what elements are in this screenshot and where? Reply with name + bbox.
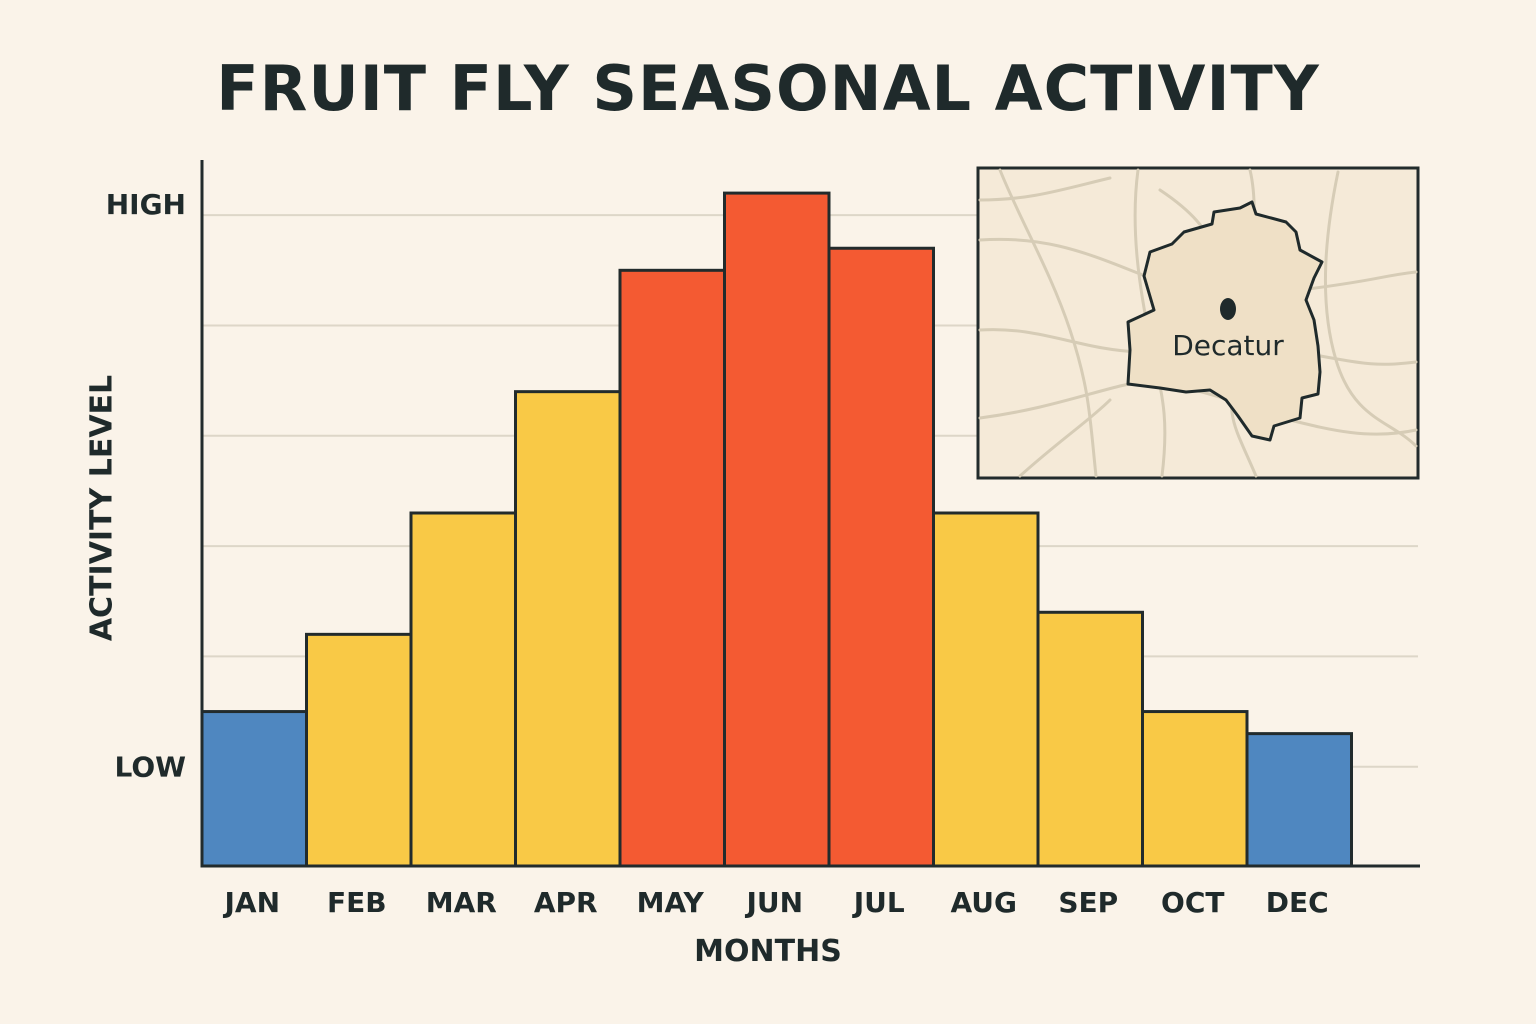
- bar-mar: [409, 511, 517, 868]
- x-tick-label: MAY: [637, 886, 705, 919]
- bar-feb: [305, 632, 413, 868]
- bar-dec: [1245, 732, 1353, 868]
- inset-map: Decatur: [976, 166, 1420, 480]
- dot-icon: [1220, 298, 1236, 320]
- bar-aug: [932, 511, 1040, 868]
- map-place-label: Decatur: [1172, 329, 1284, 362]
- x-tick-label: JUN: [744, 886, 803, 919]
- bar-sep: [1036, 610, 1144, 868]
- x-tick-label: APR: [534, 886, 598, 919]
- y-tick-label-low: LOW: [114, 751, 186, 784]
- x-tick-label: JAN: [222, 886, 280, 919]
- y-tick-label-high: HIGH: [106, 188, 186, 221]
- x-tick-label: AUG: [950, 886, 1017, 919]
- x-tick-label: FEB: [327, 886, 387, 919]
- x-tick-label: MAR: [426, 886, 497, 919]
- bar-jan: [200, 710, 308, 868]
- x-axis-label: MONTHS: [694, 934, 842, 969]
- x-tick-label: OCT: [1161, 886, 1224, 919]
- bar-may: [618, 268, 726, 868]
- y-axis-label: ACTIVITY LEVEL: [84, 374, 120, 642]
- x-tick-label: SEP: [1058, 886, 1118, 919]
- chart-title: FRUIT FLY SEASONAL ACTIVITY: [216, 52, 1320, 125]
- bar-jul: [827, 246, 935, 868]
- x-tick-label: JUL: [852, 886, 905, 919]
- bar-jun: [723, 191, 831, 868]
- x-tick-label: DEC: [1266, 886, 1329, 919]
- decatur-boundary: [1126, 200, 1324, 442]
- bar-oct: [1141, 710, 1249, 868]
- bar-apr: [514, 390, 622, 868]
- map-roads: [978, 168, 1418, 478]
